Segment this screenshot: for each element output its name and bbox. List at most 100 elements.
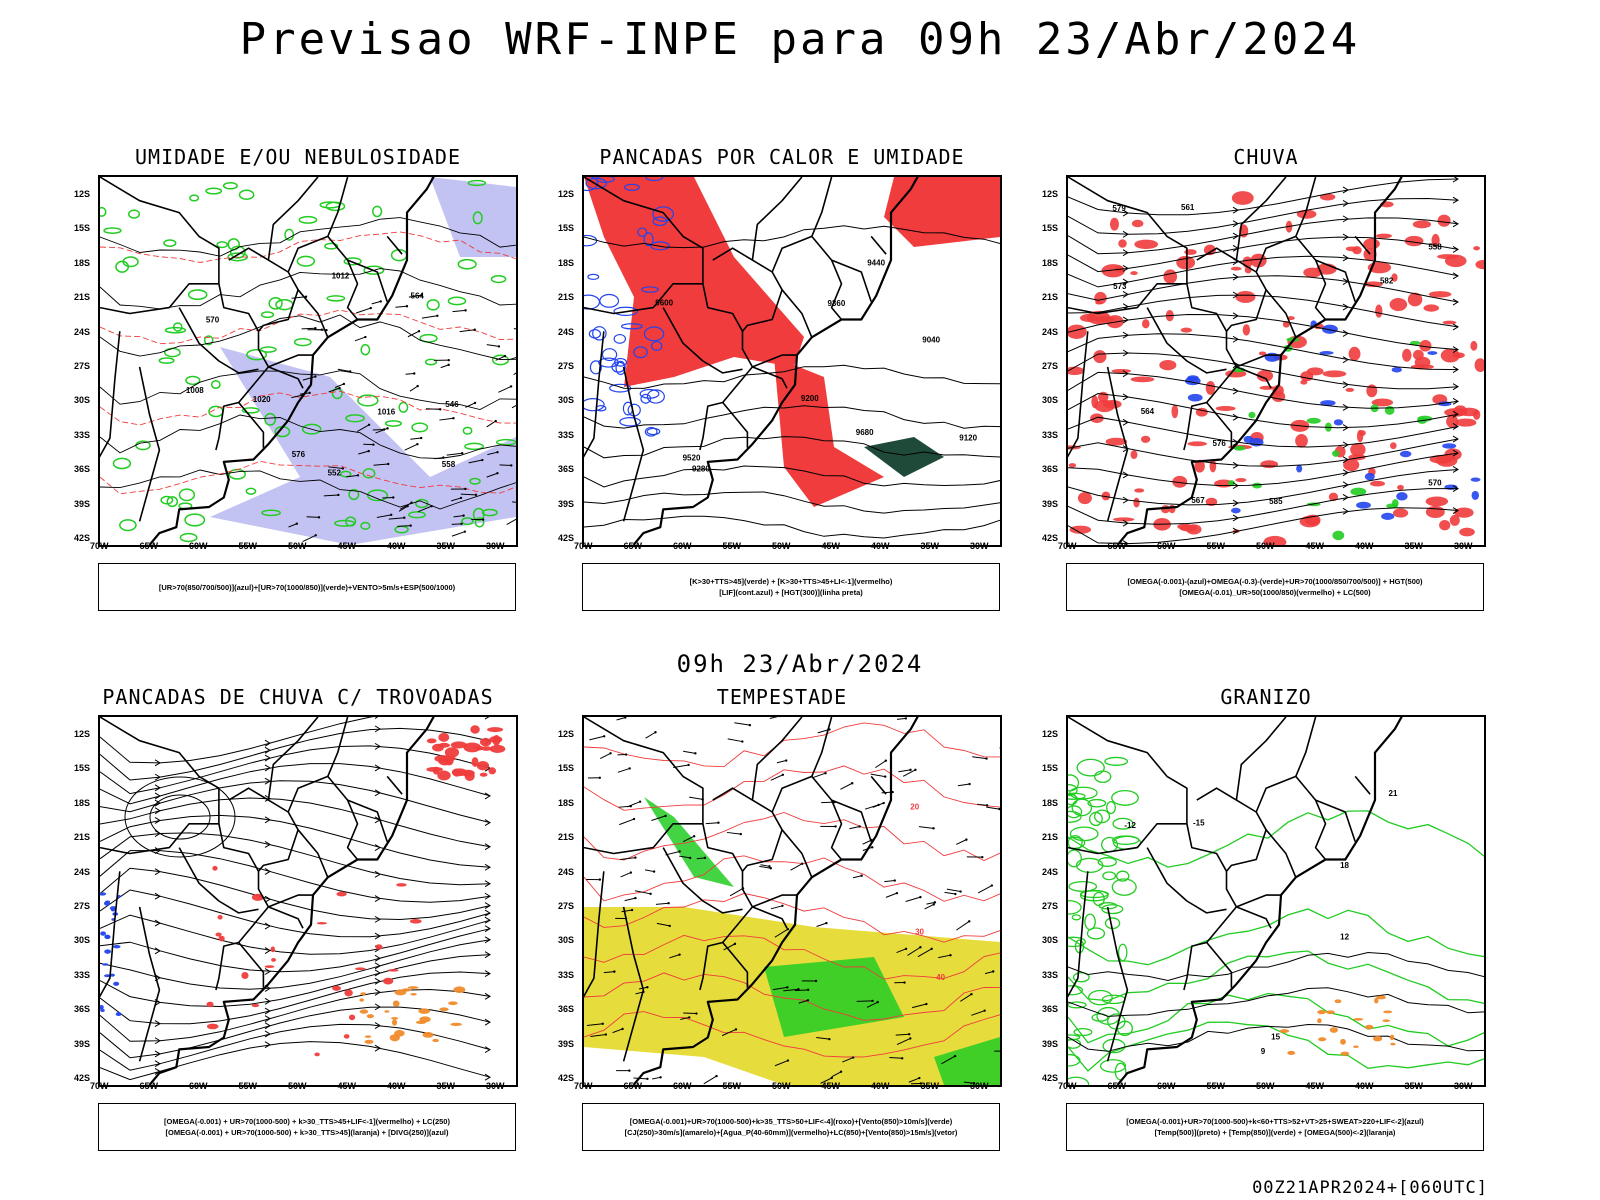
svg-text:21: 21 <box>1389 789 1398 798</box>
lat-tick-label: 21S <box>558 292 575 303</box>
svg-text:564: 564 <box>411 292 425 301</box>
lon-tick-label: 30W <box>1454 1081 1473 1091</box>
lat-tick-label: 36S <box>1042 1004 1059 1015</box>
lat-tick-label: 18S <box>1042 797 1059 808</box>
map-trovoadas[interactable] <box>98 715 518 1087</box>
lon-tick-label: 65W <box>1107 541 1127 551</box>
lon-tick-label: 65W <box>139 1081 159 1091</box>
lat-tick-label: 21S <box>74 832 91 843</box>
svg-text:9360: 9360 <box>827 299 845 308</box>
lon-tick-label: 55W <box>1206 1081 1226 1091</box>
map-pancadas-calor[interactable]: 9680 9600 9520 9440 9360 9280 9200 9120 9040 <box>582 175 1002 547</box>
legend-umidade: [UR>70(850/700/500)](azul)+[UR>70(1000/8… <box>98 563 516 611</box>
lat-tick-label: 33S <box>74 429 91 440</box>
lat-tick-label: 18S <box>74 257 91 268</box>
lon-tick-label: 45W <box>1305 1081 1325 1091</box>
svg-text:546: 546 <box>445 400 459 409</box>
lon-tick-label: 40W <box>387 541 406 551</box>
lat-tick-label: 12S <box>74 729 91 739</box>
lon-tick-label: 65W <box>623 541 643 551</box>
panel-umidade[interactable]: UMIDADE E/OU NEBULOSIDADE 1012 1016 1020 10… <box>74 145 518 625</box>
panel-pancadas-calor[interactable]: PANCADAS POR CALOR E UMIDADE 9680 9600 952… <box>558 145 1002 625</box>
lat-tick-label: 12S <box>74 189 91 199</box>
svg-text:570: 570 <box>1428 479 1442 488</box>
lon-tick-label: 35W <box>920 1081 940 1091</box>
lon-tick-label: 55W <box>1206 541 1226 551</box>
svg-text:561: 561 <box>1181 203 1195 212</box>
lat-tick-label: 36S <box>74 1004 91 1015</box>
lat-tick-label: 18S <box>1042 257 1059 268</box>
lon-tick-label: 30W <box>970 1081 989 1091</box>
lat-tick-label: 42S <box>558 1073 575 1083</box>
lat-tick-label: 39S <box>74 1038 91 1049</box>
lat-tick-label: 18S <box>74 797 91 808</box>
lat-tick-label: 39S <box>558 498 575 509</box>
lon-tick-label: 60W <box>1157 541 1176 551</box>
svg-text:579: 579 <box>1112 204 1126 213</box>
panel-granizo[interactable]: GRANIZO -12 -15 18 15 21 9 12 [OMEGA(-0.001)+U… <box>1042 685 1486 1165</box>
panel-chuva[interactable]: CHUVA 582 585 579 576 573 570 567 564 561 558 [OM… <box>1042 145 1486 625</box>
svg-text:20: 20 <box>910 802 919 811</box>
lat-tick-label: 42S <box>1042 533 1059 543</box>
lon-tick-label: 70W <box>1058 1081 1077 1091</box>
lon-tick-label: 35W <box>436 541 456 551</box>
lat-tick-label: 12S <box>1042 189 1059 199</box>
panel-title: TEMPESTADE <box>716 685 848 709</box>
lat-tick-label: 24S <box>1042 326 1059 337</box>
svg-text:-12: -12 <box>1124 821 1136 830</box>
lon-tick-label: 60W <box>189 541 208 551</box>
legend-line-2: [OMEGA(-0.001) + UR>70(1000-500) + k>30_… <box>165 1128 449 1137</box>
svg-text:564: 564 <box>1141 407 1155 416</box>
svg-text:1012: 1012 <box>332 272 350 281</box>
lat-tick-label: 21S <box>74 292 91 303</box>
legend-line-2: [CJ(250)>30m/s](amarelo)+[Agua_P(40-60mm… <box>624 1128 958 1137</box>
lon-tick-label: 55W <box>238 541 258 551</box>
panel-title: PANCADAS POR CALOR E UMIDADE <box>599 145 965 169</box>
legend-line-1: [OMEGA(-0.001)-(azul)+OMEGA(-0.3)-(verde… <box>1127 577 1423 586</box>
lon-tick-label: 45W <box>1305 541 1325 551</box>
lat-tick-label: 18S <box>558 797 575 808</box>
lon-tick-label: 55W <box>722 541 742 551</box>
map-tempestade[interactable]: 40 30 20 <box>582 715 1002 1087</box>
lon-tick-label: 40W <box>871 541 890 551</box>
lon-tick-label: 40W <box>871 1081 890 1091</box>
map-chuva[interactable]: 582 585 579 576 573 570 567 564 561 558 <box>1066 175 1486 547</box>
svg-text:9040: 9040 <box>922 336 940 345</box>
panel-tempestade[interactable]: TEMPESTADE 40 30 20 [OMEGA(-0.001)+UR>70(1… <box>558 685 1002 1165</box>
lat-tick-label: 27S <box>1042 901 1059 911</box>
panel-title: GRANIZO <box>1220 685 1312 709</box>
lat-tick-label: 27S <box>74 361 91 371</box>
lon-tick-label: 35W <box>436 1081 456 1091</box>
svg-text:9600: 9600 <box>655 298 673 307</box>
lon-tick-label: 50W <box>1256 1081 1275 1091</box>
lon-tick-label: 60W <box>1157 1081 1176 1091</box>
lat-tick-label: 24S <box>558 326 575 337</box>
lat-tick-label: 27S <box>1042 361 1059 371</box>
legend-line-2: [LIF](cont.azul) + [HGT(300)](linha pret… <box>719 588 863 597</box>
lat-tick-label: 12S <box>558 189 575 199</box>
lon-tick-label: 50W <box>288 1081 307 1091</box>
svg-text:9200: 9200 <box>801 394 819 403</box>
map-granizo[interactable]: -12 -15 18 15 21 9 12 <box>1066 715 1486 1087</box>
lon-tick-label: 40W <box>1355 1081 1374 1091</box>
map-umidade[interactable]: 1012 1016 1020 1008 570 576 564 558 552 546 <box>98 175 518 547</box>
svg-text:9520: 9520 <box>683 453 701 462</box>
legend-line-1: [OMEGA(-0.001)+UR>70(1000-500)+k<60+TTS>… <box>1126 1117 1424 1126</box>
lat-tick-label: 36S <box>558 464 575 475</box>
svg-text:576: 576 <box>1213 439 1227 448</box>
lat-tick-label: 33S <box>74 969 91 980</box>
lat-tick-label: 30S <box>74 395 91 406</box>
lon-tick-label: 45W <box>337 1081 357 1091</box>
lon-tick-label: 35W <box>1404 1081 1424 1091</box>
svg-text:552: 552 <box>328 468 342 477</box>
lon-tick-label: 50W <box>288 541 307 551</box>
lon-tick-label: 65W <box>623 1081 643 1091</box>
lon-tick-label: 45W <box>337 541 357 551</box>
lat-tick-label: 39S <box>74 498 91 509</box>
legend-tempestade: [OMEGA(-0.001)+UR>70(1000-500)+k>35_TTS>… <box>582 1103 1000 1151</box>
lat-tick-label: 42S <box>1042 1073 1059 1083</box>
lon-tick-label: 65W <box>1107 1081 1127 1091</box>
svg-text:9680: 9680 <box>856 428 874 437</box>
panel-trovoadas[interactable]: PANCADAS DE CHUVA C/ TROVOADAS [OMEGA(-0… <box>74 685 518 1165</box>
lat-tick-label: 36S <box>74 464 91 475</box>
